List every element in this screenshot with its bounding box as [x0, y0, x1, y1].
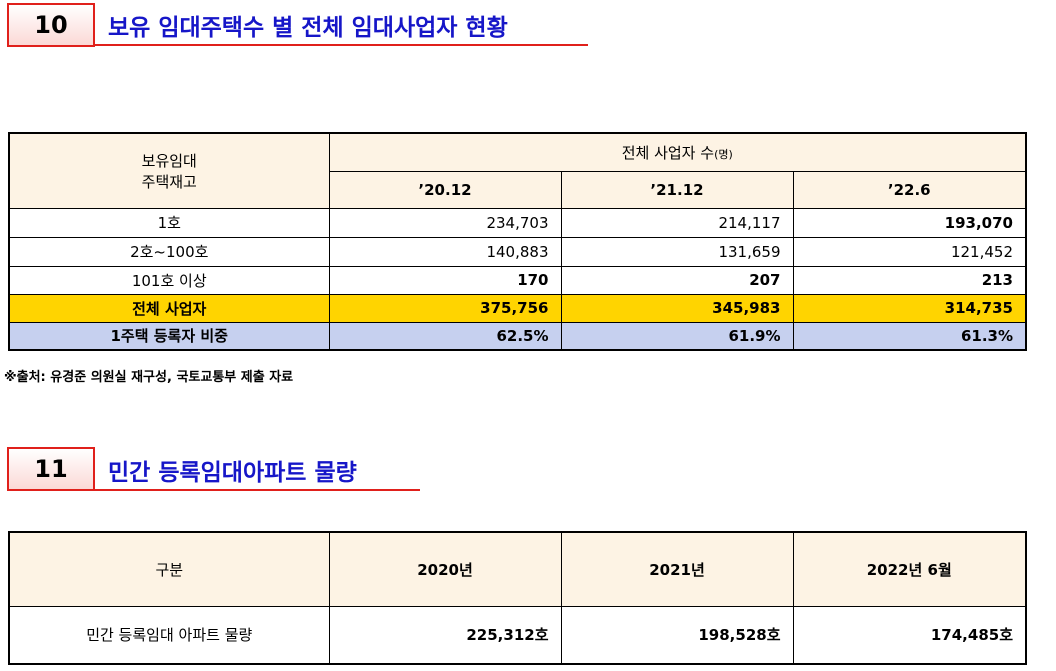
- cell: 61.3%: [792, 321, 1027, 351]
- table-row: 1호 234,703 214,117 193,070: [8, 207, 1027, 238]
- row-label: 101호 이상: [8, 265, 330, 295]
- cell: 345,983: [560, 293, 794, 323]
- column-header: ’20.12: [328, 170, 562, 209]
- header-line: 주택재고: [141, 172, 197, 191]
- table-row: 민간 등록임대 아파트 물량 225,312호 198,528호 174,485호: [8, 605, 1027, 665]
- row-label: 2호~100호: [8, 236, 330, 267]
- header-unit: (명): [714, 147, 733, 161]
- cell: 234,703: [328, 207, 562, 238]
- column-header: ’21.12: [560, 170, 794, 209]
- table-row: 1주택 등록자 비중 62.5% 61.9% 61.3%: [8, 321, 1027, 351]
- column-header: ’22.6: [792, 170, 1027, 209]
- cell: 198,528호: [560, 605, 794, 665]
- column-header: 2022년 6월: [792, 531, 1027, 607]
- table-row: 101호 이상 170 207 213: [8, 265, 1027, 295]
- cell: 375,756: [328, 293, 562, 323]
- row-label: 민간 등록임대 아파트 물량: [8, 605, 330, 665]
- cell: 174,485호: [792, 605, 1027, 665]
- cell: 170: [328, 265, 562, 295]
- underline: [93, 44, 588, 46]
- cell: 61.9%: [560, 321, 794, 351]
- table-row: 2호~100호 140,883 131,659 121,452: [8, 236, 1027, 267]
- table-row: 전체 사업자 375,756 345,983 314,735: [8, 293, 1027, 323]
- section-title: 보유 임대주택수 별 전체 임대사업자 현황: [108, 15, 508, 41]
- group-header: 전체 사업자 수(명): [328, 132, 1027, 172]
- cell: 121,452: [792, 236, 1027, 267]
- section-number: 11: [7, 447, 95, 491]
- source-note: ※출처: 유경준 의원실 재구성, 국토교통부 제출 자료: [4, 370, 294, 385]
- cell: 140,883: [328, 236, 562, 267]
- column-header: 2021년: [560, 531, 794, 607]
- section-title: 민간 등록임대아파트 물량: [108, 460, 357, 486]
- row-label: 1주택 등록자 비중: [8, 321, 330, 351]
- cell: 207: [560, 265, 794, 295]
- column-header: 2020년: [328, 531, 562, 607]
- header-line: 보유임대: [141, 151, 197, 170]
- column-header: 구분: [8, 531, 330, 607]
- section-number: 10: [7, 3, 95, 47]
- cell: 214,117: [560, 207, 794, 238]
- cell: 193,070: [792, 207, 1027, 238]
- table: 구분 2020년 2021년 2022년 6월 민간 등록임대 아파트 물량 22…: [8, 531, 1027, 665]
- row-label: 1호: [8, 207, 330, 238]
- header-text: 전체 사업자 수: [621, 143, 715, 162]
- underline: [93, 489, 420, 491]
- cell: 225,312호: [328, 605, 562, 665]
- cell: 131,659: [560, 236, 794, 267]
- row-label: 전체 사업자: [8, 293, 330, 323]
- cell: 314,735: [792, 293, 1027, 323]
- cell: 62.5%: [328, 321, 562, 351]
- cell: 213: [792, 265, 1027, 295]
